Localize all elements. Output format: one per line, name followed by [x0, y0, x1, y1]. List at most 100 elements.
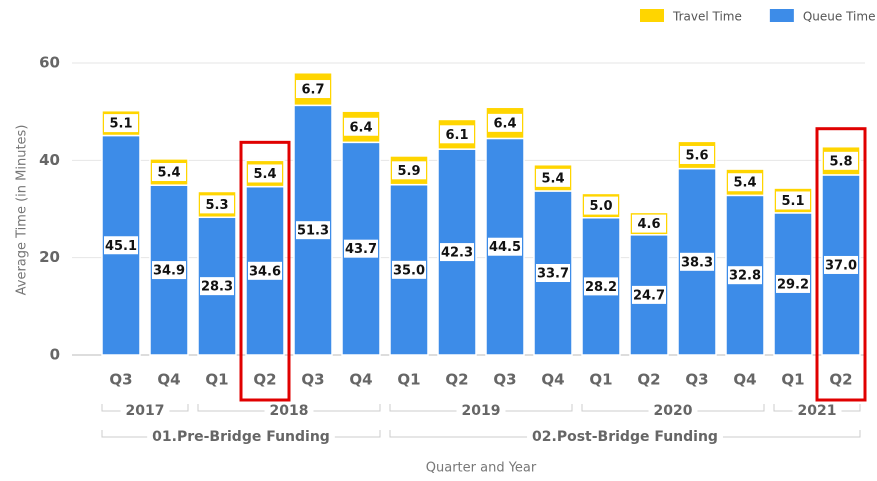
x-tick-label: Q1 [781, 371, 804, 389]
data-label-box [536, 263, 570, 282]
data-label: 5.9 [397, 164, 420, 179]
data-label-box [632, 214, 666, 233]
data-label: 5.8 [829, 154, 852, 169]
data-label-box [296, 80, 330, 99]
data-label: 51.3 [297, 224, 329, 239]
data-label-box [584, 196, 618, 215]
data-label: 6.1 [445, 128, 468, 143]
group-label: 2018 [270, 403, 309, 419]
x-axis-title: Quarter and Year [426, 461, 537, 476]
data-label: 38.3 [681, 255, 713, 270]
data-label-box [344, 239, 378, 258]
y-tick-label: 60 [39, 54, 60, 72]
data-label: 5.4 [253, 167, 276, 182]
data-label: 5.3 [205, 198, 228, 213]
data-label: 37.0 [825, 258, 857, 273]
legend-label: Travel Time [672, 10, 742, 24]
legend-swatch [640, 9, 664, 22]
x-tick-label: Q2 [253, 371, 276, 389]
data-label: 5.4 [733, 176, 756, 191]
data-label: 43.7 [345, 242, 377, 257]
x-tick-label: Q1 [589, 371, 612, 389]
data-label-box [248, 164, 282, 183]
x-tick-label: Q3 [685, 371, 708, 389]
data-label-box [488, 237, 522, 256]
data-label-box [776, 274, 810, 293]
data-label: 4.6 [637, 217, 660, 232]
group-label-bg [456, 402, 506, 420]
x-tick-label: Q1 [205, 371, 228, 389]
x-tick-label: Q2 [829, 371, 852, 389]
legend-swatch [769, 9, 794, 22]
data-label: 5.0 [589, 199, 612, 214]
group-label: 01.Pre-Bridge Funding [152, 429, 330, 445]
data-label: 5.1 [781, 194, 804, 209]
group-label-bg [648, 402, 698, 420]
data-label-box [680, 145, 714, 164]
data-label-box [728, 266, 762, 285]
group-label-bg [147, 428, 335, 446]
x-tick-label: Q3 [493, 371, 516, 389]
data-label-box [296, 221, 330, 240]
highlight-box [239, 140, 291, 402]
data-label: 6.7 [301, 83, 324, 98]
data-label: 5.4 [157, 166, 180, 181]
group-label: 2021 [798, 403, 837, 419]
y-axis-title: Average Time (in Minutes) [15, 125, 30, 296]
group-label-bg [792, 402, 842, 420]
data-label-box [584, 277, 618, 296]
data-label-box [200, 195, 234, 214]
data-label: 5.4 [541, 171, 564, 186]
data-label-box [632, 285, 666, 304]
group-label: 02.Post-Bridge Funding [532, 429, 718, 445]
y-tick-label: 40 [39, 151, 60, 169]
data-label: 5.6 [685, 148, 708, 163]
data-label: 34.9 [153, 264, 185, 279]
data-label: 45.1 [105, 239, 137, 254]
y-tick-label: 20 [39, 248, 60, 266]
data-label: 35.0 [393, 263, 425, 278]
y-tick-label: 0 [50, 346, 60, 364]
group-label-bg [120, 402, 170, 420]
highlight-box [815, 127, 867, 402]
data-label: 42.3 [441, 246, 473, 261]
data-label: 28.2 [585, 280, 617, 295]
data-label-box [824, 255, 858, 274]
data-label-box [488, 113, 522, 132]
data-label-box [104, 236, 138, 255]
group-label-bg [264, 402, 314, 420]
data-label: 29.2 [777, 277, 809, 292]
data-label-box [248, 261, 282, 280]
data-label-box [440, 125, 474, 144]
data-label-box [152, 261, 186, 280]
x-tick-label: Q3 [109, 371, 132, 389]
data-label-box [392, 260, 426, 279]
data-label-box [680, 252, 714, 271]
data-label: 44.5 [489, 240, 521, 255]
data-label-box [536, 168, 570, 187]
x-tick-label: Q2 [637, 371, 660, 389]
data-label-box [344, 117, 378, 136]
data-label-box [104, 114, 138, 133]
group-label: 2020 [654, 403, 693, 419]
data-label: 5.1 [109, 117, 132, 132]
data-label-box [440, 243, 474, 262]
data-label: 33.7 [537, 266, 569, 281]
data-label: 6.4 [493, 116, 516, 131]
x-tick-label: Q3 [301, 371, 324, 389]
x-tick-label: Q2 [445, 371, 468, 389]
data-label: 28.3 [201, 280, 233, 295]
data-label-box [824, 151, 858, 170]
data-label-box [200, 277, 234, 296]
data-label: 24.7 [633, 288, 665, 303]
data-label: 32.8 [729, 269, 761, 284]
legend-label: Queue Time [803, 10, 876, 24]
data-label-box [392, 161, 426, 180]
x-tick-label: Q4 [157, 371, 180, 389]
x-tick-label: Q1 [397, 371, 420, 389]
data-label: 6.4 [349, 120, 372, 135]
group-label: 2019 [462, 403, 501, 419]
data-label: 34.6 [249, 264, 281, 279]
x-tick-label: Q4 [541, 371, 564, 389]
